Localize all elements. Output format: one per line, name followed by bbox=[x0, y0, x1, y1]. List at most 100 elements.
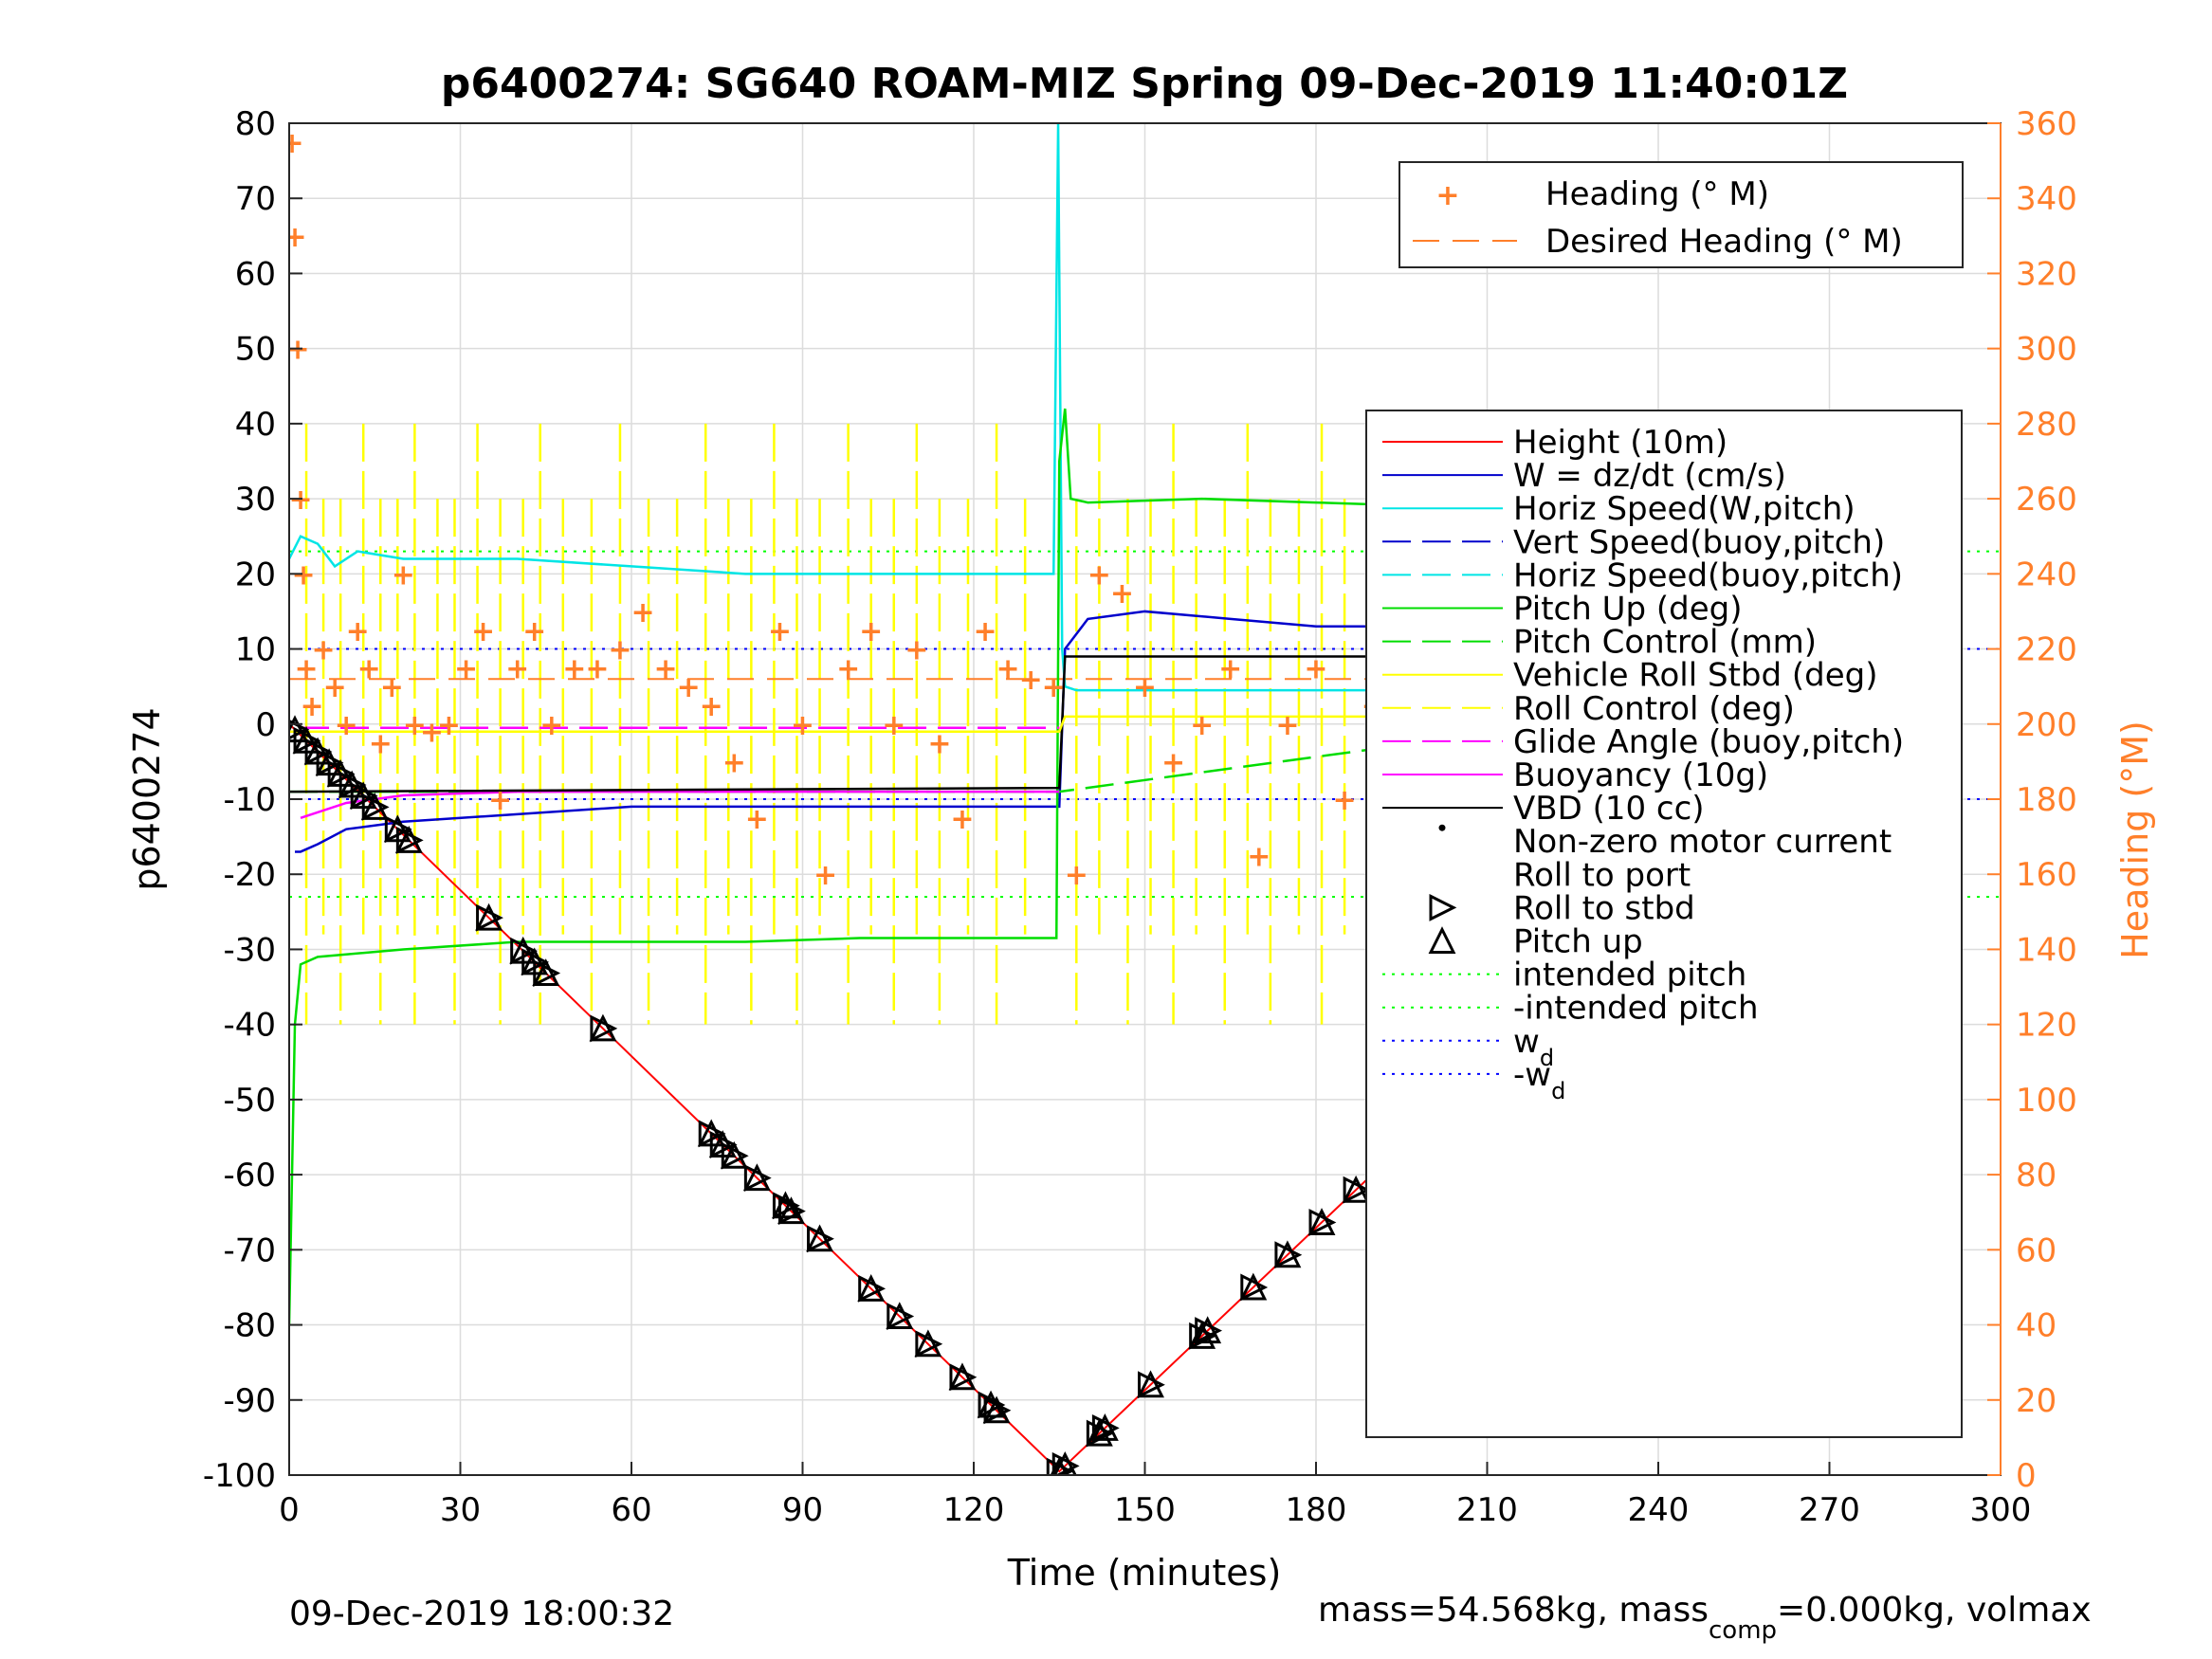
legend-label-text: -w bbox=[1513, 1056, 1551, 1094]
pitch-marker bbox=[1052, 1450, 1077, 1475]
heading-point: + bbox=[392, 558, 415, 592]
y2-tick-label: 180 bbox=[2016, 781, 2077, 819]
y-tick-label: 0 bbox=[255, 706, 276, 744]
heading-point: + bbox=[608, 634, 631, 667]
heading-point: + bbox=[768, 615, 792, 648]
roll-marker bbox=[361, 793, 390, 821]
legend-swatch-right-triangle bbox=[1429, 893, 1457, 921]
heading-point: + bbox=[1304, 652, 1327, 685]
roll-marker bbox=[1308, 1209, 1337, 1236]
y2-tick-label: 100 bbox=[2016, 1082, 2077, 1120]
heading-point: + bbox=[631, 596, 654, 629]
y2-tick-label: 40 bbox=[2016, 1307, 2057, 1345]
footer-mass: mass=54.568kg, masscomp=0.000kg, volmax bbox=[1318, 1591, 2092, 1645]
legend-label-intended-pitch: -intended pitch bbox=[1513, 990, 1759, 1028]
heading-point: + bbox=[437, 709, 461, 742]
legend-label-text: Vehicle Roll Stbd (deg) bbox=[1513, 657, 1878, 695]
legend-label-text: Glide Angle (buoy,pitch) bbox=[1513, 723, 1904, 761]
pitch-marker bbox=[777, 1196, 805, 1225]
y-tick-label: -50 bbox=[223, 1082, 276, 1120]
roll-marker bbox=[949, 1363, 978, 1392]
y2-tick-label: 360 bbox=[2016, 105, 2077, 143]
bottom-axis-ticks: 0 30 60 90 120 150 180 210 240 270 300 bbox=[279, 1462, 2031, 1529]
heading-point: + bbox=[294, 652, 318, 685]
heading-point: + bbox=[380, 671, 404, 704]
x-tick-label: 30 bbox=[440, 1491, 481, 1529]
x-tick-label: 90 bbox=[782, 1491, 823, 1529]
legend-label-text: Pitch up bbox=[1513, 923, 1643, 961]
y-tick-label: 70 bbox=[235, 180, 276, 218]
heading-point: + bbox=[996, 652, 1020, 685]
heading-point: + bbox=[654, 652, 678, 685]
x-tick-label: 60 bbox=[611, 1491, 651, 1529]
pitch-marker bbox=[475, 902, 503, 931]
y2-tick-label: 240 bbox=[2016, 556, 2077, 593]
heading-point: + bbox=[1042, 671, 1066, 704]
y-tick-label: -40 bbox=[223, 1007, 276, 1045]
heading-point: + bbox=[859, 615, 883, 648]
x-axis-label: Time (minutes) bbox=[1007, 1552, 1282, 1594]
heading-point: + bbox=[488, 784, 512, 817]
y-tick-label: -30 bbox=[223, 931, 276, 969]
heading-point: + bbox=[323, 671, 347, 704]
y2-tick-label: 200 bbox=[2016, 706, 2077, 744]
heading-point: + bbox=[357, 652, 381, 685]
roll-marker bbox=[777, 1197, 806, 1226]
legend-swatch-dot bbox=[1438, 824, 1446, 831]
heading-point: + bbox=[288, 483, 312, 517]
pitch-marker bbox=[1273, 1240, 1302, 1268]
legend-label-text: w bbox=[1513, 1023, 1540, 1061]
y2-tick-label: 220 bbox=[2016, 631, 2077, 669]
heading-point: + bbox=[522, 615, 546, 648]
roll-marker bbox=[1343, 1176, 1371, 1204]
roll-marker bbox=[1091, 1413, 1120, 1442]
heading-point: + bbox=[1190, 709, 1214, 742]
pitch-marker bbox=[948, 1362, 977, 1391]
legend-label-w-dz-dt-cm-s: W = dz/dt (cm/s) bbox=[1513, 457, 1786, 495]
legend-label-pitch-up: Pitch up bbox=[1513, 923, 1643, 961]
legend-label-text: intended pitch bbox=[1513, 957, 1746, 994]
pitch-marker bbox=[886, 1302, 914, 1330]
footer-timestamp: 09-Dec-2019 18:00:32 bbox=[289, 1595, 674, 1633]
legend-label-wd: -wd bbox=[1513, 1056, 1565, 1104]
legend-label-roll-to-stbd: Roll to stbd bbox=[1513, 889, 1695, 927]
y2-axis-label: Heading (°M) bbox=[2114, 720, 2156, 959]
heading-point: + bbox=[1161, 746, 1185, 779]
heading-point: + bbox=[973, 615, 996, 648]
heading-point: + bbox=[562, 652, 586, 685]
heading-point: + bbox=[836, 652, 860, 685]
x-tick-label: 270 bbox=[1799, 1491, 1860, 1529]
legend-label-vert-speed-buoy-pitch: Vert Speed(buoy,pitch) bbox=[1513, 523, 1885, 561]
series-horiz-speed-w-pitch bbox=[289, 123, 1836, 692]
roll-marker bbox=[983, 1396, 1012, 1425]
legend-label-text: -intended pitch bbox=[1513, 990, 1759, 1028]
legend-label-text: W = dz/dt (cm/s) bbox=[1513, 457, 1786, 495]
pitch-marker bbox=[806, 1224, 833, 1252]
heading-point: + bbox=[722, 746, 746, 779]
legend-label-intended-pitch: intended pitch bbox=[1513, 957, 1746, 994]
legend-label-text: Roll to stbd bbox=[1513, 889, 1695, 927]
roll-marker bbox=[721, 1141, 749, 1170]
legend-label-buoyancy-10g: Buoyancy (10g) bbox=[1513, 757, 1768, 794]
legend-swatch-up-triangle bbox=[1428, 926, 1456, 954]
x-tick-label: 0 bbox=[279, 1491, 300, 1529]
legend-label-subscript: d bbox=[1551, 1078, 1565, 1104]
y2-tick-label: 120 bbox=[2016, 1007, 2077, 1045]
legend-label-text: VBD (10 cc) bbox=[1513, 790, 1705, 828]
heading-legend-label: Heading (° M) bbox=[1545, 175, 1769, 213]
heading-point: + bbox=[882, 709, 905, 742]
heading-point: + bbox=[1247, 840, 1271, 873]
legend-label-vbd-10-cc: VBD (10 cc) bbox=[1513, 790, 1705, 828]
pitch-marker bbox=[857, 1273, 886, 1302]
legend-label-glide-angle-buoy-pitch: Glide Angle (buoy,pitch) bbox=[1513, 723, 1904, 761]
y2-tick-label: 0 bbox=[2016, 1457, 2037, 1495]
main-legend: Height (10m)W = dz/dt (cm/s)Horiz Speed(… bbox=[1365, 410, 1963, 1438]
heading-point: + bbox=[814, 859, 837, 892]
heading-point: + bbox=[403, 709, 427, 742]
pitch-marker bbox=[742, 1163, 771, 1192]
heading-point: + bbox=[927, 728, 951, 761]
pitch-marker bbox=[589, 1013, 617, 1042]
heading-point: + bbox=[291, 558, 315, 592]
x-tick-label: 180 bbox=[1286, 1491, 1347, 1529]
heading-point: + bbox=[745, 803, 769, 836]
